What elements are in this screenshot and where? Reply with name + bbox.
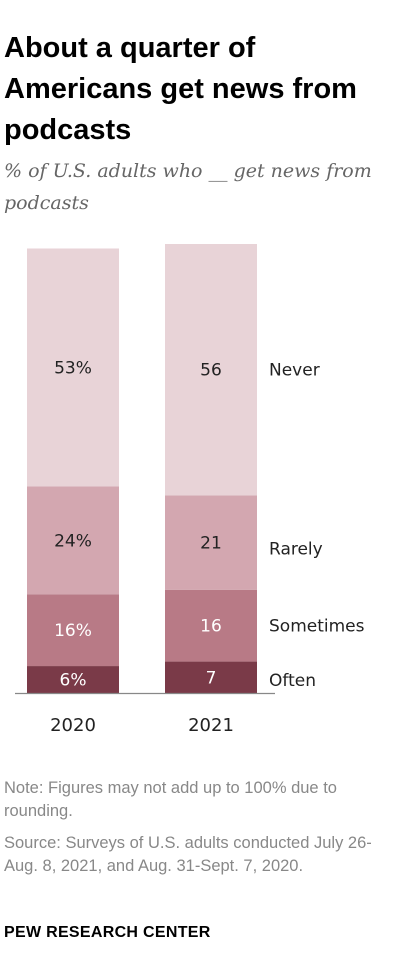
- series-label-never: Never: [269, 361, 320, 381]
- bar-often-2020: [27, 666, 119, 693]
- data-label-often-2020: 6%: [60, 671, 87, 691]
- bar-rarely-2021: [165, 495, 257, 590]
- data-label-sometimes-2020: 16%: [54, 621, 92, 641]
- brand-label: PEW RESEARCH CENTER: [4, 924, 211, 941]
- data-label-rarely-2021: 21: [200, 534, 222, 554]
- bar-sometimes-2021: [165, 589, 257, 662]
- data-label-never-2020: 53%: [54, 358, 92, 378]
- bar-never-2021: [165, 244, 257, 496]
- series-label-sometimes: Sometimes: [269, 617, 365, 637]
- series-label-often: Often: [269, 671, 316, 691]
- data-label-sometimes-2021: 16: [200, 617, 222, 637]
- chart-note: Note: Figures may not add up to 100% due…: [4, 779, 337, 820]
- series-label-rarely: Rarely: [269, 540, 323, 560]
- chart-source: Source: Surveys of U.S. adults conducted…: [4, 834, 372, 875]
- data-label-often-2021: 7: [206, 668, 217, 688]
- bar-rarely-2020: [27, 486, 119, 595]
- chart-title: About a quarter of Americans get news fr…: [4, 32, 357, 146]
- category-label-2020: 2020: [50, 715, 96, 736]
- bar-often-2021: [165, 661, 257, 693]
- data-label-never-2021: 56: [200, 361, 222, 381]
- category-label-2021: 2021: [188, 715, 234, 736]
- bar-never-2020: [27, 248, 119, 487]
- stacked-bar-chart: 6% 16% 24% 53% 2020 7 16 21 56 2021 Often Sometimes…: [15, 244, 365, 736]
- data-label-rarely-2020: 24%: [54, 531, 92, 551]
- chart-subtitle: % of U.S. adults who __ get news from po…: [4, 160, 372, 214]
- bar-sometimes-2020: [27, 594, 119, 667]
